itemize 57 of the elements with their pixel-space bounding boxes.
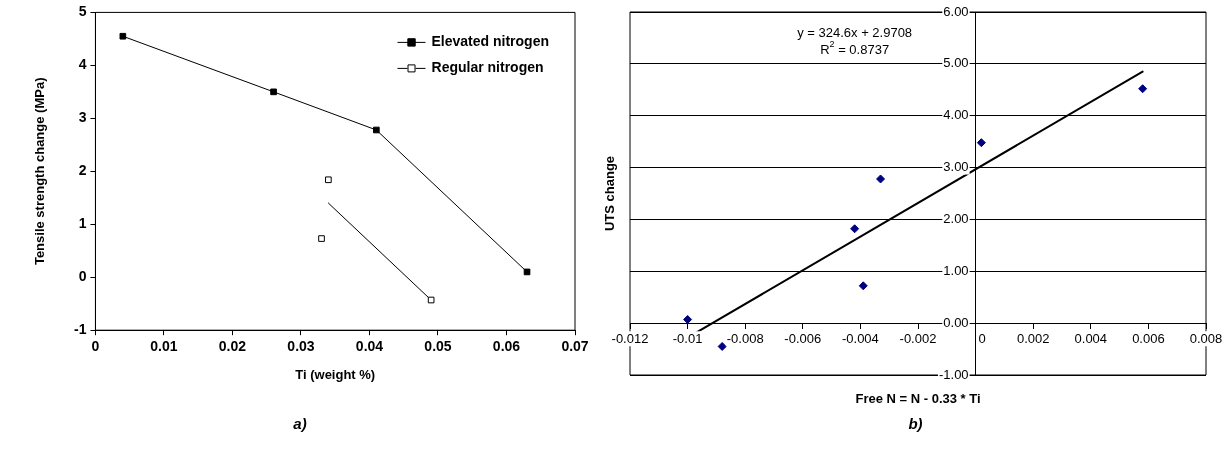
x-axis-title: Free N = N - 0.33 * Ti <box>855 390 981 406</box>
y-tick-label: 4 <box>78 56 87 73</box>
x-tick-label: 0.05 <box>424 338 452 355</box>
x-axis-title: Ti (weight %) <box>295 366 376 382</box>
point <box>850 224 860 234</box>
point <box>683 315 693 325</box>
x-tick-label: -0.008 <box>726 330 764 346</box>
text: a) <box>292 415 308 434</box>
y-tick-label: 5.00 <box>943 55 969 71</box>
x-tick-label: -0.004 <box>841 330 879 346</box>
legend-label: Regular nitrogen <box>431 59 544 76</box>
point <box>373 126 380 134</box>
y-tick-label: 2.00 <box>943 211 969 227</box>
y-tick-label: 2 <box>78 162 87 179</box>
point <box>427 296 435 304</box>
x-tick-label: 0.006 <box>1132 330 1165 346</box>
point <box>717 341 727 351</box>
y-tick-label: 1.00 <box>943 262 969 278</box>
y-axis-title: Tensile strength change (MPa) <box>32 77 48 266</box>
x-tick-label: 0.002 <box>1016 330 1050 346</box>
x-tick-label: -0.002 <box>899 330 937 346</box>
x-tick-label: 0.008 <box>1189 330 1223 346</box>
point <box>523 268 531 276</box>
point <box>318 235 325 242</box>
y-axis-title: UTS change <box>601 155 617 232</box>
legend-label: Elevated nitrogen <box>431 33 549 50</box>
x-tick-label: 0 <box>978 330 986 346</box>
x-tick-label: 0.06 <box>492 338 521 355</box>
x-tick-label: -0.006 <box>784 330 822 346</box>
x-tick-label: -0.012 <box>611 330 649 346</box>
x-tick-label: 0.02 <box>218 338 247 355</box>
x-tick-label: 0.07 <box>561 338 589 355</box>
x-tick-label: 0 <box>91 338 100 355</box>
y-tick-label: 3 <box>78 109 87 126</box>
point <box>876 174 886 184</box>
x-tick-label: 0.004 <box>1074 330 1108 346</box>
point <box>1138 84 1148 94</box>
y-tick-label: 4.00 <box>943 107 969 123</box>
y-tick-label: 5 <box>78 3 87 20</box>
x-tick-label: 0.04 <box>355 338 384 355</box>
point <box>976 138 986 148</box>
text: b) <box>907 415 924 434</box>
y-tick-label: 0.00 <box>943 314 969 330</box>
point <box>858 281 868 291</box>
x-tick-label: -0.01 <box>672 330 703 346</box>
y-tick-label: -1 <box>74 321 87 338</box>
y-tick-label: -1.00 <box>938 366 969 382</box>
y-tick-label: 6.00 <box>943 3 969 19</box>
point <box>325 176 332 184</box>
point <box>119 32 127 40</box>
y-tick-label: 3.00 <box>943 159 969 175</box>
x-tick-label: 0.03 <box>287 338 315 355</box>
y-tick-label: 0 <box>78 268 87 285</box>
annotation: y = 324.6x + 2.9708 <box>797 24 913 40</box>
y-tick-label: 1 <box>78 215 87 232</box>
x-tick-label: 0.01 <box>150 338 178 355</box>
point <box>270 88 277 96</box>
